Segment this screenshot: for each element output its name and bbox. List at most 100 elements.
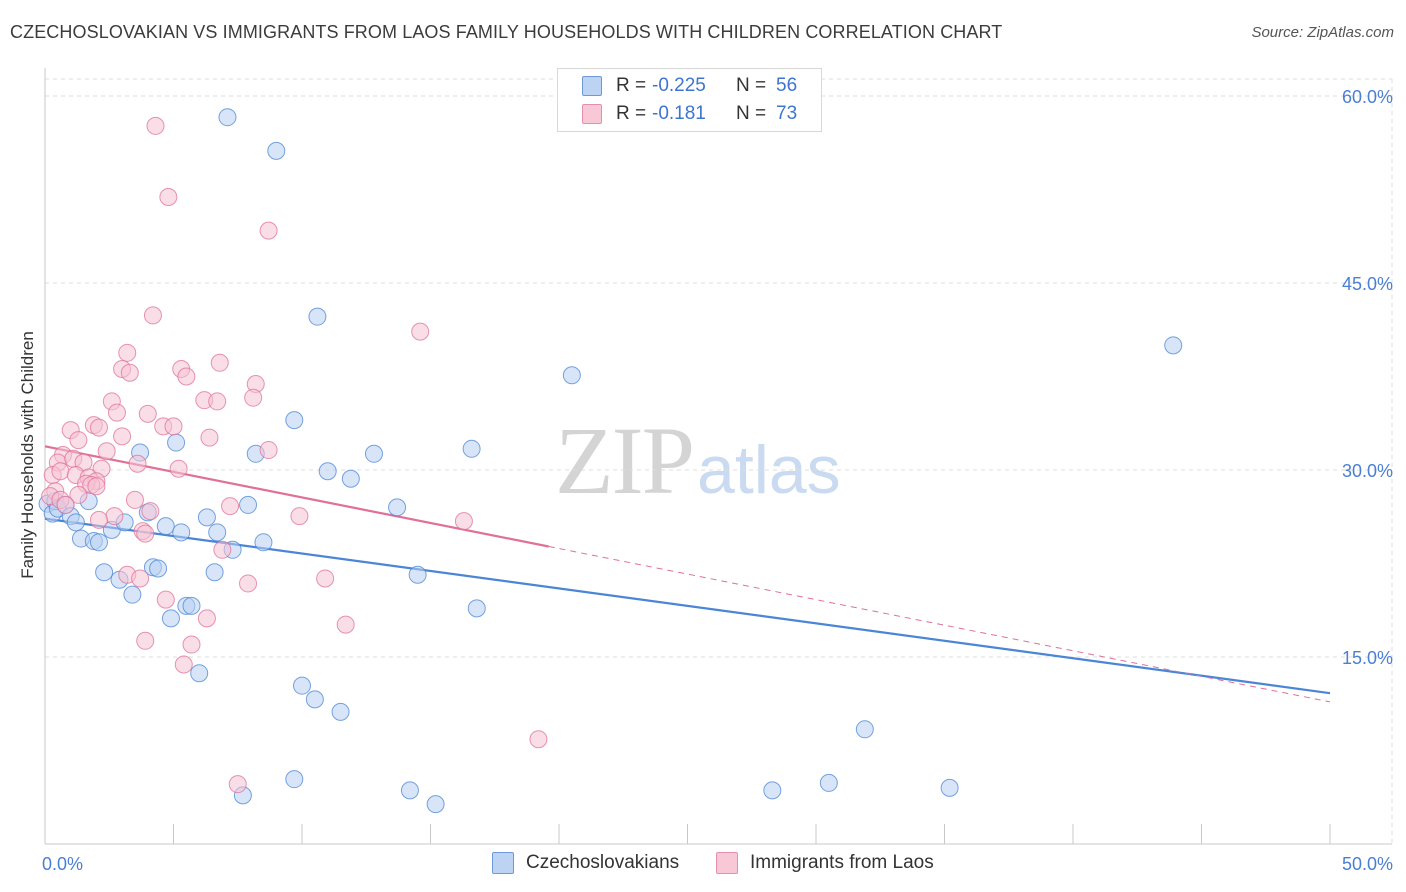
- data-point-laos: [105, 507, 124, 526]
- data-point-czechoslovakians: [239, 495, 258, 514]
- legend-r-label: R =: [616, 103, 647, 124]
- trend-line-extension-1: [548, 546, 1331, 703]
- data-point-czechoslovakians: [149, 559, 168, 578]
- legend-n-label: N =: [736, 75, 767, 96]
- data-point-laos: [159, 187, 178, 206]
- legend-row-czechoslovakians: R = -0.225 N = 56: [582, 73, 797, 99]
- data-point-laos: [97, 442, 116, 461]
- legend-label-czechoslovakians: Czechoslovakians: [526, 852, 680, 873]
- y-tick-label: 30.0%: [1342, 461, 1393, 481]
- x-tick-label: 50.0%: [1342, 854, 1393, 874]
- data-point-czechoslovakians: [388, 498, 407, 517]
- legend-n-value: 56: [776, 75, 798, 96]
- y-tick-label: 60.0%: [1342, 87, 1393, 107]
- data-point-laos: [454, 512, 473, 531]
- data-point-czechoslovakians: [161, 609, 180, 628]
- source-credit: Source: ZipAtlas.com: [1251, 24, 1394, 41]
- data-point-laos: [221, 497, 240, 516]
- data-point-czechoslovakians: [285, 411, 304, 430]
- data-point-czechoslovakians: [462, 439, 481, 458]
- data-point-laos: [138, 404, 157, 423]
- legend-r-label: R =: [616, 75, 647, 96]
- legend-n-value: 73: [776, 103, 798, 124]
- data-point-czechoslovakians: [95, 563, 114, 582]
- data-point-laos: [51, 462, 70, 481]
- data-point-czechoslovakians: [763, 781, 782, 800]
- data-point-laos: [177, 367, 196, 386]
- data-point-laos: [239, 574, 258, 593]
- data-point-laos: [107, 403, 126, 422]
- data-point-laos: [89, 418, 108, 437]
- legend-row-laos: R = -0.181 N = 73: [582, 101, 797, 127]
- legend-item-czechoslovakians: Czechoslovakians: [492, 852, 679, 874]
- data-point-laos: [197, 609, 216, 628]
- data-point-czechoslovakians: [218, 108, 237, 127]
- data-point-czechoslovakians: [855, 720, 874, 739]
- data-point-czechoslovakians: [940, 778, 959, 797]
- data-point-czechoslovakians: [819, 773, 838, 792]
- data-point-laos: [290, 507, 309, 526]
- legend-n-label: N =: [736, 103, 767, 124]
- data-point-laos: [156, 590, 175, 609]
- data-point-laos: [89, 510, 108, 529]
- data-point-laos: [118, 343, 137, 362]
- data-point-laos: [128, 454, 147, 473]
- data-point-czechoslovakians: [305, 690, 324, 709]
- data-point-czechoslovakians: [172, 523, 191, 542]
- data-point-laos: [136, 631, 155, 650]
- data-point-laos: [164, 417, 183, 436]
- legend-item-laos: Immigrants from Laos: [716, 852, 934, 874]
- data-point-laos: [529, 730, 548, 749]
- data-point-laos: [56, 495, 75, 514]
- data-point-czechoslovakians: [208, 523, 227, 542]
- data-point-czechoslovakians: [285, 770, 304, 789]
- data-point-laos: [336, 615, 355, 634]
- stats-legend: R = -0.225 N = 56 R = -0.181 N = 73: [557, 68, 822, 132]
- data-point-laos: [146, 116, 165, 135]
- data-point-czechoslovakians: [400, 781, 419, 800]
- data-point-laos: [69, 431, 88, 450]
- chart-title: CZECHOSLOVAKIAN VS IMMIGRANTS FROM LAOS …: [10, 22, 1003, 42]
- data-point-czechoslovakians: [293, 676, 311, 695]
- legend-label-laos: Immigrants from Laos: [750, 852, 934, 873]
- data-point-czechoslovakians: [254, 533, 273, 552]
- data-point-laos: [120, 363, 139, 382]
- data-point-laos: [208, 392, 227, 411]
- data-point-czechoslovakians: [426, 795, 445, 814]
- watermark-zip: ZIP: [555, 407, 695, 514]
- data-point-czechoslovakians: [89, 533, 108, 552]
- data-point-laos: [125, 490, 144, 509]
- data-point-laos: [69, 485, 88, 504]
- data-point-laos: [244, 388, 263, 407]
- data-point-laos: [316, 569, 335, 588]
- data-point-czechoslovakians: [341, 469, 360, 488]
- data-point-laos: [228, 775, 247, 794]
- data-point-czechoslovakians: [331, 702, 350, 721]
- data-point-laos: [169, 459, 188, 478]
- data-point-laos: [182, 635, 201, 654]
- data-point-czechoslovakians: [408, 565, 427, 584]
- data-point-laos: [143, 306, 162, 325]
- data-point-czechoslovakians: [318, 462, 337, 481]
- data-point-czechoslovakians: [364, 444, 383, 463]
- data-point-laos: [174, 655, 193, 674]
- data-point-czechoslovakians: [562, 366, 581, 385]
- data-point-laos: [87, 477, 106, 496]
- data-point-laos: [131, 569, 150, 588]
- data-point-czechoslovakians: [205, 563, 224, 582]
- legend-swatch-pink: [582, 104, 602, 124]
- data-point-laos: [259, 441, 278, 460]
- data-point-laos: [210, 353, 229, 372]
- data-point-laos: [259, 221, 278, 240]
- data-point-laos: [113, 427, 132, 446]
- x-tick-label: 0.0%: [42, 854, 83, 874]
- data-point-laos: [141, 502, 160, 521]
- y-tick-label: 15.0%: [1342, 648, 1393, 668]
- data-point-laos: [411, 322, 430, 341]
- data-point-czechoslovakians: [182, 596, 201, 615]
- data-point-czechoslovakians: [156, 517, 175, 536]
- data-point-czechoslovakians: [167, 433, 186, 452]
- data-point-czechoslovakians: [66, 513, 85, 532]
- legend-swatch-blue: [582, 76, 602, 96]
